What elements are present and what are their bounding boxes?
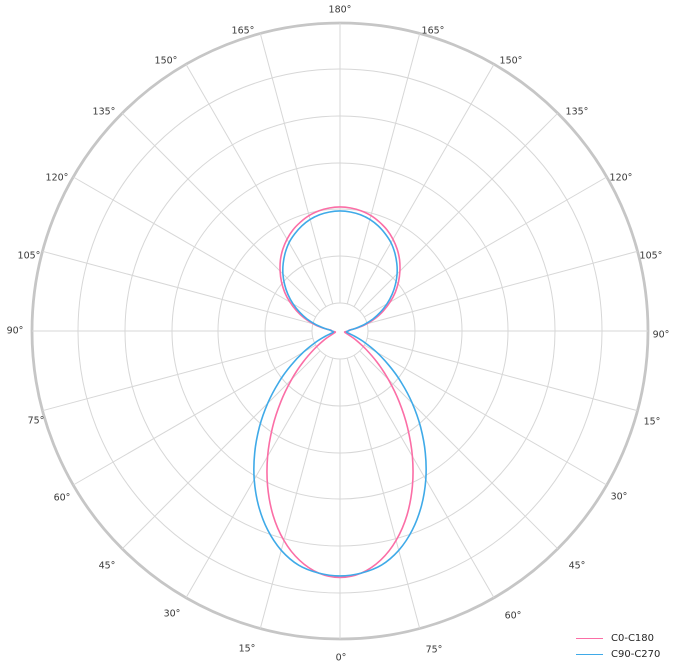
polar-grid-spoke	[42, 250, 314, 325]
angle-label: 75°	[426, 645, 443, 656]
angle-label: 30°	[164, 609, 181, 620]
polar-grid-spoke	[366, 337, 638, 412]
angle-label: 105°	[640, 251, 663, 262]
polar-grid-spoke	[73, 344, 317, 486]
polar-grid-spoke	[366, 250, 638, 325]
angle-label: 135°	[93, 107, 116, 118]
angle-label: 90°	[7, 326, 24, 337]
angle-label: 135°	[566, 107, 589, 118]
angle-label: 120°	[46, 173, 69, 184]
legend-item-c90-c270: C90-C270	[576, 648, 660, 661]
polar-grid-spoke	[185, 64, 327, 308]
angle-label: 60°	[505, 611, 522, 622]
angle-label: 45°	[569, 561, 586, 572]
polar-grid-spoke	[346, 357, 421, 629]
legend-item-c0-c180: C0-C180	[576, 632, 660, 645]
polar-grid-spoke	[359, 350, 559, 550]
curve-c90-c270	[253, 210, 427, 577]
polar-grid-spoke	[185, 354, 327, 598]
angle-label: 150°	[500, 56, 523, 67]
curve-c0-c180	[266, 206, 414, 579]
legend-line-swatch-c90-c270	[576, 654, 603, 655]
angle-label: 90°	[653, 330, 670, 341]
polar-grid-spoke	[259, 33, 334, 305]
angle-label: 165°	[422, 26, 445, 37]
polar-grid-spoke	[363, 344, 607, 486]
polar-grid-spoke	[73, 176, 317, 318]
angle-label: 120°	[610, 173, 633, 184]
polar-grid-spoke	[363, 176, 607, 318]
angle-label: 15°	[239, 644, 256, 655]
chart-legend: C0-C180 C90-C270	[576, 632, 660, 661]
angle-label: 45°	[99, 561, 116, 572]
polar-grid-spoke	[259, 357, 334, 629]
angle-label: 150°	[155, 56, 178, 67]
polar-grid-spoke	[121, 350, 321, 550]
legend-label-c0-c180: C0-C180	[611, 633, 655, 644]
polar-grid-spoke	[353, 354, 495, 598]
polar-grid-spoke	[359, 112, 559, 312]
polar-grid-ring	[311, 302, 369, 360]
angle-label: 180°	[329, 5, 352, 16]
polar-grid-spoke	[353, 64, 495, 308]
legend-label-c90-c270: C90-C270	[611, 649, 661, 660]
polar-grid-spoke	[346, 33, 421, 305]
legend-line-swatch-c0-c180	[576, 638, 603, 639]
polar-grid-spoke	[121, 112, 321, 312]
angle-label: 0°	[336, 653, 347, 664]
polar-grid-spoke	[42, 337, 314, 412]
angle-label: 165°	[232, 26, 255, 37]
angle-label: 60°	[54, 493, 71, 504]
angle-label: 15°	[644, 417, 661, 428]
angle-label: 105°	[18, 251, 41, 262]
angle-label: 75°	[28, 416, 45, 427]
angle-label: 30°	[611, 492, 628, 503]
